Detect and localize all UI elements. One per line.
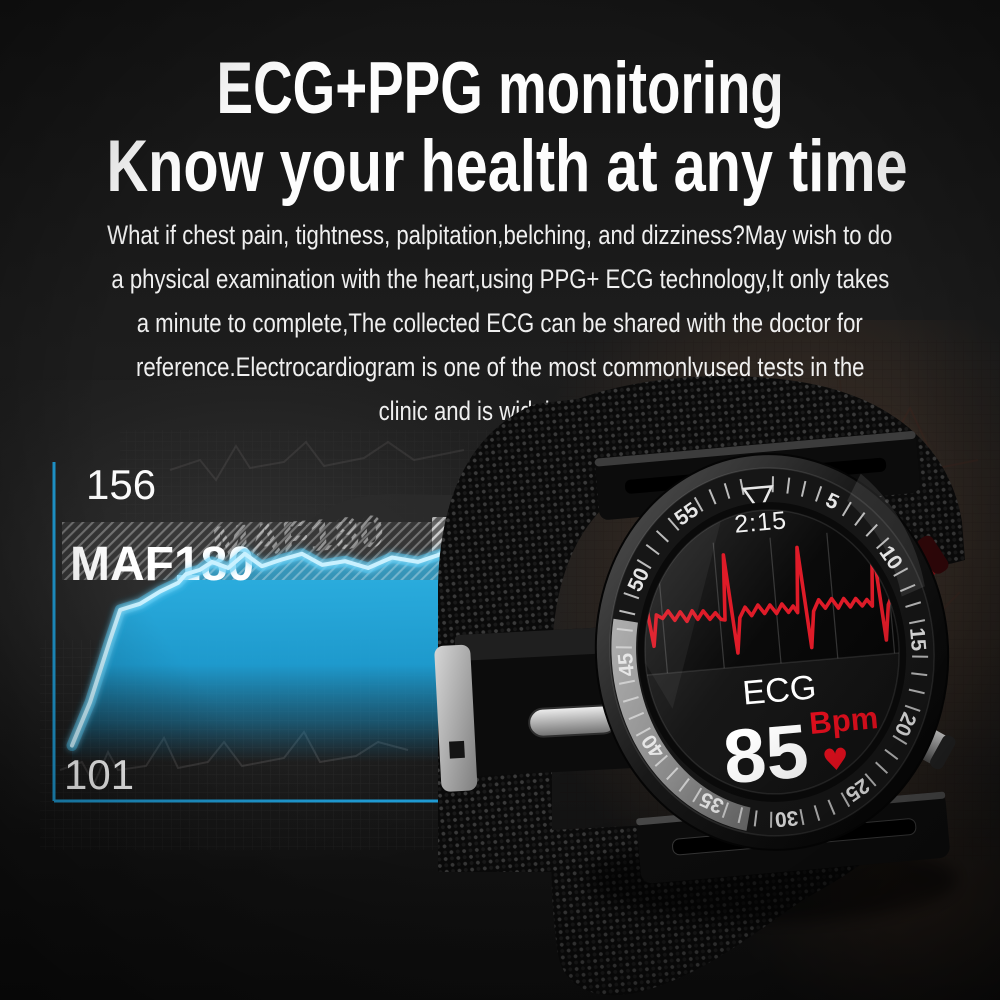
clasp-plate — [434, 644, 478, 792]
screen-title: ECG — [741, 668, 818, 712]
svg-text:30: 30 — [774, 806, 799, 831]
svg-text:45: 45 — [614, 652, 639, 678]
clasp-hole — [449, 740, 465, 759]
svg-text:15: 15 — [905, 627, 930, 653]
heart-rate-unit: Bpm — [808, 700, 880, 741]
